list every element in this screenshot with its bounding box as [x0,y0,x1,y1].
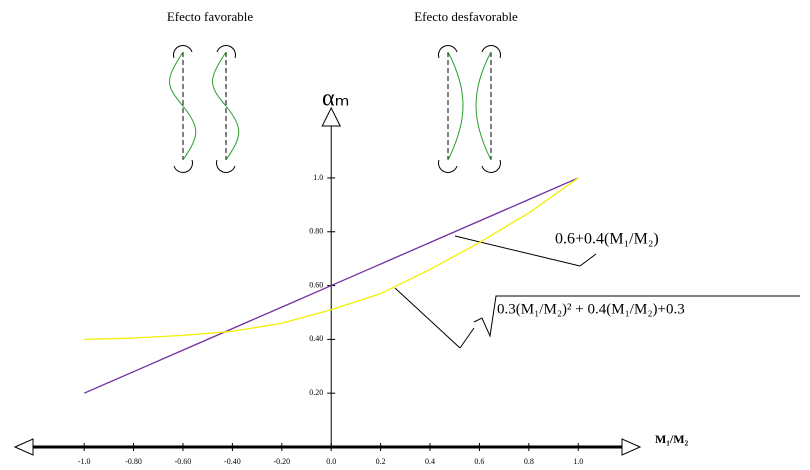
y-tick-label: 0.40 [309,334,323,343]
y-tick-label: 1.0 [313,173,323,182]
x-axis-label: M₁/M₂ [655,432,689,446]
leaders [394,235,800,349]
series-line [84,177,579,341]
series-line [83,177,579,394]
x-tick-label: 1.0 [573,457,583,466]
x-tick-label: -1.0 [78,457,91,466]
x-tick-label: 0.2 [376,457,386,466]
x-axis-arrow [13,438,34,456]
y-axis-label: αₘ [322,86,350,112]
annotation: 0.6+0.4(M₁/M₂) [555,231,659,248]
x-tick-label: 0.4 [425,457,435,466]
x-tick-label: -0.60 [175,457,192,466]
panel-title: Efecto desfavorable [414,9,518,24]
x-tick-label: 0.6 [474,457,484,466]
x-axis-arrow [621,438,642,456]
y-axis-arrow [321,106,342,127]
annotation: 0.3(M₁/M₂)² + 0.4(M₁/M₂)+0.3 [497,301,685,317]
panel-title: Efecto favorable [167,9,253,24]
x-tick-label: -0.20 [273,457,290,466]
x-tick-label: -0.80 [125,457,142,466]
y-tick-label: 0.60 [309,280,323,289]
x-tick-label: 0.0 [326,457,336,466]
y-tick-label: 0.20 [309,388,323,397]
icons [169,45,501,173]
x-tick-label: -0.40 [224,457,241,466]
y-tick-label: 0.80 [309,227,323,236]
x-tick-label: 0.8 [524,457,534,466]
